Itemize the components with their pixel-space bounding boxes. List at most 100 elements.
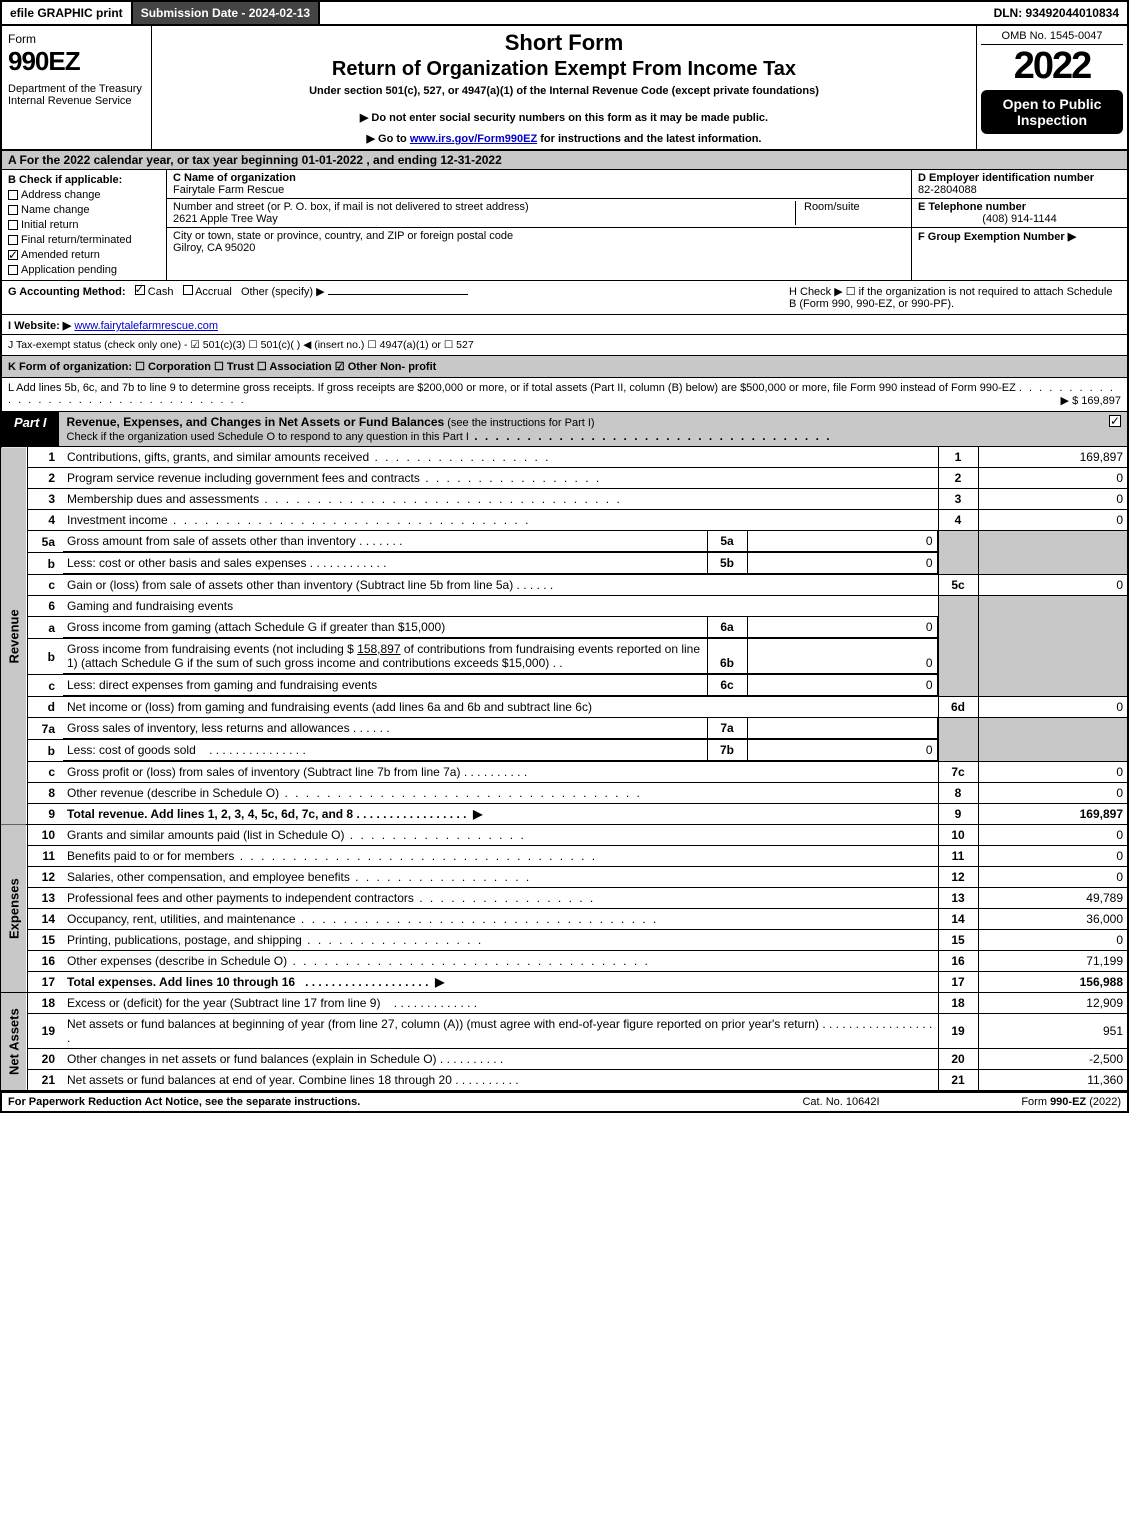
line16-amt: 71,199 [978, 951, 1128, 972]
part1-title: Revenue, Expenses, and Changes in Net As… [67, 415, 445, 429]
check-final-return[interactable]: Final return/terminated [8, 234, 160, 246]
line6c-sub: 6c [707, 675, 747, 696]
line15-label: Printing, publications, postage, and shi… [67, 933, 302, 947]
part1-header: Part I Revenue, Expenses, and Changes in… [0, 412, 1129, 447]
b-head: B Check if applicable: [8, 174, 160, 186]
footer-left: For Paperwork Reduction Act Notice, see … [8, 1096, 741, 1108]
d-label: D Employer identification number [918, 172, 1094, 184]
section-def: D Employer identification number 82-2804… [912, 170, 1127, 280]
section-j: J Tax-exempt status (check only one) - ☑… [0, 335, 1129, 356]
line5b-subval: 0 [747, 553, 937, 574]
line21-amt: 11,360 [978, 1070, 1128, 1091]
room-suite: Room/suite [795, 201, 905, 225]
line5a-label: Gross amount from sale of assets other t… [67, 534, 356, 548]
check-address-change[interactable]: Address change [8, 189, 160, 201]
check-label: Amended return [21, 249, 100, 261]
section-c: C Name of organization Fairytale Farm Re… [167, 170, 912, 280]
g-label: G Accounting Method: [8, 286, 126, 298]
line7c-amt: 0 [978, 762, 1128, 783]
i-label: I Website: ▶ [8, 320, 71, 332]
line4-label: Investment income [67, 513, 168, 527]
line5a-sub: 5a [707, 531, 747, 552]
line1-label: Contributions, gifts, grants, and simila… [67, 450, 369, 464]
part1-check[interactable]: ✓ [1103, 412, 1127, 446]
line8-label: Other revenue (describe in Schedule O) [67, 786, 279, 800]
check-initial-return[interactable]: Initial return [8, 219, 160, 231]
addr-val: 2621 Apple Tree Way [173, 213, 278, 225]
line6c-subval: 0 [747, 675, 937, 696]
line8-amt: 0 [978, 783, 1128, 804]
topbar: efile GRAPHIC print Submission Date - 20… [0, 0, 1129, 26]
footer-center: Cat. No. 10642I [741, 1096, 941, 1108]
form-word: Form [8, 32, 145, 46]
open-inspection: Open to Public Inspection [981, 90, 1123, 134]
part1-sub: Check if the organization used Schedule … [67, 431, 469, 443]
form-header: Form 990EZ Department of the Treasury In… [0, 26, 1129, 151]
line17-label: Total expenses. Add lines 10 through 16 [67, 975, 295, 989]
e-label: E Telephone number [918, 201, 1026, 213]
check-amended-return[interactable]: Amended return [8, 249, 160, 261]
ein: 82-2804088 [918, 184, 977, 196]
efile-tab[interactable]: efile GRAPHIC print [2, 2, 133, 24]
line9-label: Total revenue. Add lines 1, 2, 3, 4, 5c,… [67, 807, 353, 821]
header-center: Short Form Return of Organization Exempt… [152, 26, 977, 149]
g-accrual: Accrual [195, 286, 232, 298]
line3-label: Membership dues and assessments [67, 492, 259, 506]
line4-amt: 0 [978, 510, 1128, 531]
section-l: L Add lines 5b, 6c, and 7b to line 9 to … [0, 378, 1129, 412]
line5a-subval: 0 [747, 531, 937, 552]
line6d-label: Net income or (loss) from gaming and fun… [67, 700, 592, 714]
g-other: Other (specify) ▶ [241, 286, 325, 298]
line2-label: Program service revenue including govern… [67, 471, 420, 485]
line6b-subval: 0 [747, 639, 937, 674]
line10-amt: 0 [978, 825, 1128, 846]
submission-tab: Submission Date - 2024-02-13 [133, 2, 320, 24]
check-application-pending[interactable]: Application pending [8, 264, 160, 276]
part1-tag: Part I [2, 412, 59, 446]
phone: (408) 914-1144 [918, 213, 1121, 225]
check-label: Final return/terminated [21, 234, 132, 246]
lines-table: Revenue 1 Contributions, gifts, grants, … [0, 447, 1129, 1091]
netassets-side: Net Assets [1, 993, 27, 1091]
line13-amt: 49,789 [978, 888, 1128, 909]
dln: DLN: 93492044010834 [986, 2, 1127, 24]
website-link[interactable]: www.fairytalefarmrescue.com [74, 320, 218, 332]
city-label: City or town, state or province, country… [173, 230, 513, 242]
line19-label: Net assets or fund balances at beginning… [67, 1017, 819, 1031]
f-label: F Group Exemption Number ▶ [918, 231, 1076, 243]
line6d-amt: 0 [978, 697, 1128, 718]
info-block: B Check if applicable: Address change Na… [0, 170, 1129, 281]
line6a-subval: 0 [747, 617, 937, 638]
line20-label: Other changes in net assets or fund bala… [67, 1052, 437, 1066]
check-name-change[interactable]: Name change [8, 204, 160, 216]
line13-label: Professional fees and other payments to … [67, 891, 414, 905]
line6a-label: Gross income from gaming (attach Schedul… [67, 620, 445, 634]
line19-amt: 951 [978, 1014, 1128, 1049]
footer: For Paperwork Reduction Act Notice, see … [0, 1091, 1129, 1113]
line18-label: Excess or (deficit) for the year (Subtra… [67, 996, 380, 1010]
c-label: C Name of organization [173, 172, 296, 184]
line18-amt: 12,909 [978, 993, 1128, 1014]
dept: Department of the Treasury Internal Reve… [8, 83, 145, 107]
tax-year: 2022 [981, 45, 1123, 88]
line2-amt: 0 [978, 468, 1128, 489]
irs-link[interactable]: www.irs.gov/Form990EZ [410, 133, 537, 145]
h-text: H Check ▶ ☐ if the organization is not r… [781, 285, 1121, 310]
line6c-label: Less: direct expenses from gaming and fu… [67, 678, 377, 692]
line12-label: Salaries, other compensation, and employ… [67, 870, 350, 884]
header-right: OMB No. 1545-0047 2022 Open to Public In… [977, 26, 1127, 149]
line7a-subval [747, 718, 937, 739]
line6-label: Gaming and fundraising events [63, 596, 938, 617]
line14-amt: 36,000 [978, 909, 1128, 930]
line11-amt: 0 [978, 846, 1128, 867]
line3-amt: 0 [978, 489, 1128, 510]
section-i: I Website: ▶ www.fairytalefarmrescue.com [0, 315, 1129, 335]
line7a-sub: 7a [707, 718, 747, 739]
omb-no: OMB No. 1545-0047 [981, 30, 1123, 45]
note-goto: ▶ Go to www.irs.gov/Form990EZ for instru… [160, 132, 968, 145]
revenue-side: Revenue [1, 447, 27, 825]
line14-label: Occupancy, rent, utilities, and maintena… [67, 912, 296, 926]
note-ssn: ▶ Do not enter social security numbers o… [160, 111, 968, 124]
org-name: Fairytale Farm Rescue [173, 184, 284, 196]
section-gh: G Accounting Method: ✓ Cash Accrual Othe… [0, 281, 1129, 315]
